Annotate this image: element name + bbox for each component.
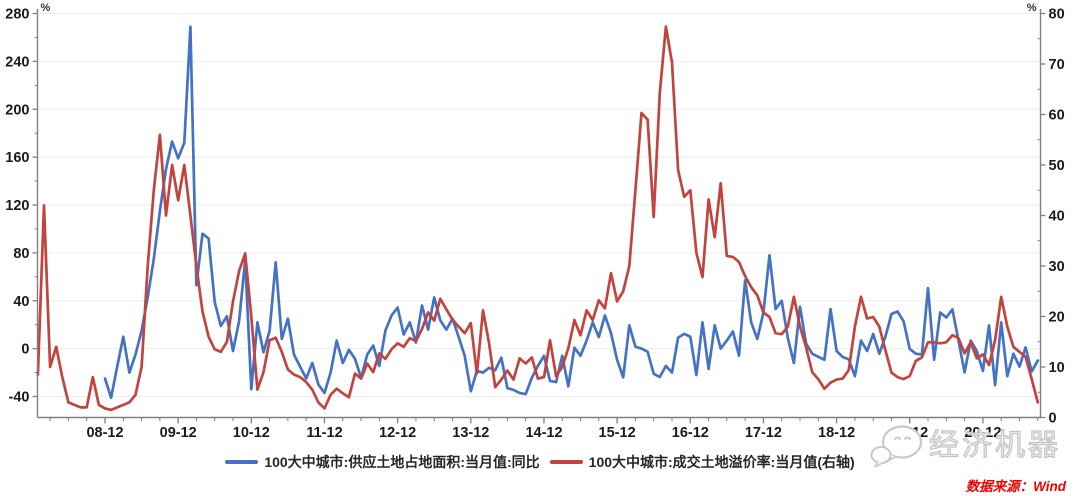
svg-text:%: %	[41, 2, 51, 14]
svg-text:10: 10	[1049, 360, 1065, 376]
svg-text:40: 40	[1049, 209, 1065, 225]
svg-text:-40: -40	[9, 390, 30, 406]
svg-text:12-12: 12-12	[379, 425, 416, 441]
svg-text:%: %	[1027, 2, 1037, 14]
legend-label-supply: 100大中城市:供应土地占地面积:当月值:同比	[264, 454, 540, 470]
svg-text:14-12: 14-12	[525, 425, 562, 441]
svg-text:0: 0	[21, 342, 29, 358]
svg-text:16-12: 16-12	[672, 425, 709, 441]
svg-text:17-12: 17-12	[745, 425, 782, 441]
svg-text:280: 280	[5, 7, 29, 23]
svg-text:240: 240	[5, 54, 29, 70]
blue-line-swatch-icon	[225, 460, 259, 464]
svg-text:20-12: 20-12	[964, 425, 1001, 441]
svg-text:0: 0	[1049, 411, 1057, 427]
svg-text:120: 120	[5, 198, 29, 214]
svg-text:80: 80	[1049, 7, 1065, 23]
land-supply-premium-chart: 280 240 200 160 120 80 40 0 -40 80 70 60 50 40 30 20 10 0…	[5, 2, 1065, 441]
data-source-label: 数据来源：Wind	[965, 479, 1066, 494]
svg-text:09-12: 09-12	[160, 425, 197, 441]
svg-text:80: 80	[13, 246, 29, 262]
red-line-swatch-icon	[549, 460, 583, 464]
legend-label-premium: 100大中城市:成交土地溢价率:当月值(右轴)	[588, 454, 855, 470]
svg-text:18-12: 18-12	[818, 425, 855, 441]
svg-text:19-12: 19-12	[891, 425, 928, 441]
svg-text:30: 30	[1049, 259, 1065, 275]
svg-text:40: 40	[13, 294, 29, 310]
svg-text:15-12: 15-12	[599, 425, 636, 441]
svg-text:13-12: 13-12	[452, 425, 489, 441]
svg-text:200: 200	[5, 102, 29, 118]
legend-item-premium: 100大中城市:成交土地溢价率:当月值(右轴)	[549, 452, 855, 472]
svg-text:08-12: 08-12	[86, 425, 123, 441]
svg-text:70: 70	[1049, 57, 1065, 73]
chart-legend: 100大中城市:供应土地占地面积:当月值:同比 100大中城市:成交土地溢价率:…	[0, 452, 1080, 472]
svg-text:10-12: 10-12	[233, 425, 270, 441]
svg-text:60: 60	[1049, 108, 1065, 124]
svg-text:50: 50	[1049, 158, 1065, 174]
svg-text:160: 160	[5, 150, 29, 166]
legend-item-supply: 100大中城市:供应土地占地面积:当月值:同比	[225, 452, 540, 472]
svg-text:20: 20	[1049, 310, 1065, 326]
svg-text:11-12: 11-12	[306, 425, 342, 441]
